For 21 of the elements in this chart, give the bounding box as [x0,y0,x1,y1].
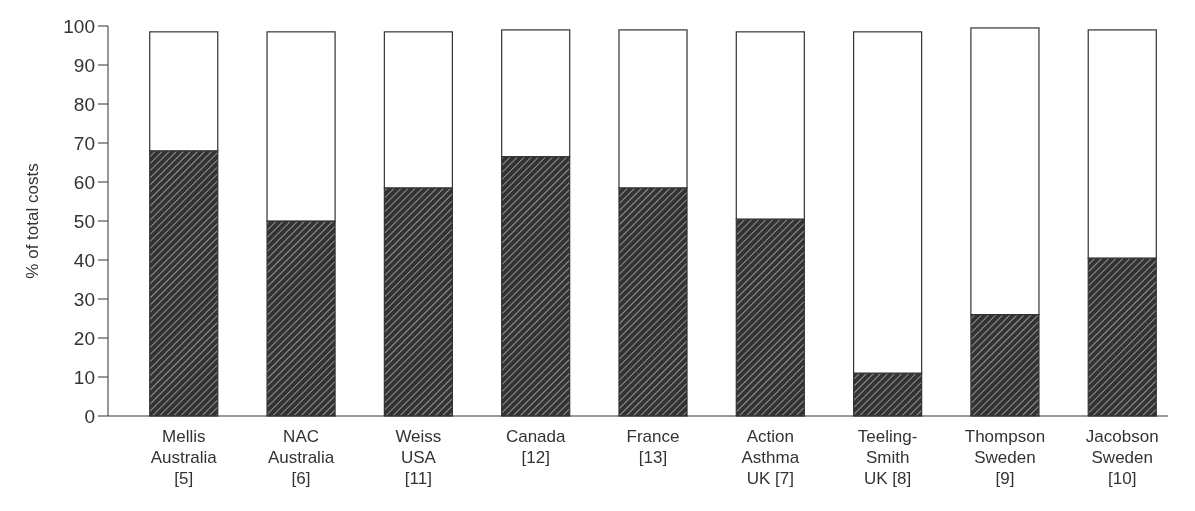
y-tick-label: 100 [63,15,95,37]
x-tick-label: NAC Australia [6] [267,427,335,488]
x-tick-label: France [13] [626,427,680,467]
y-tick-label: 30 [73,288,95,310]
y-tick-label: 80 [73,93,95,115]
x-tick-label: Weiss USA [11] [395,427,442,488]
x-tick-label: Mellis Australia [5] [150,427,218,488]
y-tick-label: 10 [73,366,95,388]
x-tick-label: Jacobson Sweden [10] [1085,427,1159,488]
x-tick-label: Action Asthma UK [7] [741,427,800,488]
y-tick-label: 0 [84,405,95,427]
y-tick-label: 90 [73,54,95,76]
x-tick-label: Thompson Sweden [9] [964,427,1046,488]
x-tick-label: Canada [12] [505,427,566,467]
y-tick-label: 50 [73,210,95,232]
x-tick-label: Teeling- Smith UK [8] [857,427,918,488]
y-tick-label: 70 [73,132,95,154]
y-tick-label: 20 [73,327,95,349]
y-axis-title: % of total costs [23,163,42,279]
y-tick-label: 40 [73,249,95,271]
y-tick-label: 60 [73,171,95,193]
